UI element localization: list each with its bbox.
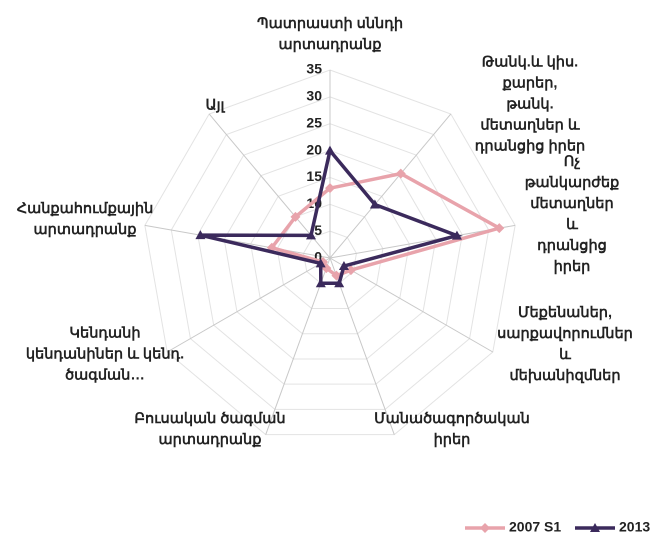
- marker: [369, 199, 380, 209]
- marker: [315, 278, 326, 288]
- marker: [306, 230, 317, 240]
- category-label: Մեքենաներ, սարքավորումներ և մեխանիզմներ: [497, 305, 633, 384]
- category-label: Հանքահումքային արտադրանք: [16, 201, 154, 238]
- series-line: [199, 146, 463, 285]
- grid-ring: [250, 176, 410, 335]
- spoke: [265, 257, 331, 435]
- category-label: Թանկ.և կիս. քարեր, թանկ. մետաղներ և դրան…: [474, 54, 586, 155]
- category-label: Մանածագործական իրեր: [374, 411, 530, 448]
- tick-label: 0: [314, 249, 322, 265]
- marker: [315, 258, 326, 268]
- grid-ring: [223, 150, 437, 360]
- marker: [334, 278, 345, 288]
- legend-marker: [480, 523, 490, 533]
- category-label: Կենդանի կենդանիներ և կենդ. ծագման…: [25, 325, 185, 384]
- marker: [195, 230, 206, 240]
- marker: [395, 168, 406, 179]
- marker: [325, 183, 335, 194]
- legend-label: 2007 S1: [509, 519, 561, 535]
- tick-label: 15: [306, 168, 322, 184]
- marker: [494, 223, 505, 234]
- marker: [451, 230, 462, 240]
- series-line: [268, 171, 504, 278]
- category-label: Ոչ թանկարժեք մետաղներ և դրանցից իրեր: [524, 154, 620, 275]
- category-label: Բուսական ծագման արտադրանք: [134, 411, 286, 448]
- tick-label: 20: [306, 141, 322, 157]
- category-label: Այլ: [205, 97, 225, 114]
- marker: [345, 265, 356, 276]
- grid-ring: [144, 69, 516, 436]
- tick-label: 25: [306, 114, 322, 130]
- category-label: Պատրաստի սննդի արտադրանք: [256, 16, 404, 53]
- spoke: [329, 257, 494, 353]
- grid-ring: [276, 203, 384, 309]
- tick-label: 35: [306, 61, 322, 77]
- spoke: [329, 113, 452, 259]
- marker: [290, 211, 301, 222]
- spoke: [166, 257, 331, 353]
- spoke: [329, 257, 395, 435]
- grid-ring: [170, 96, 490, 410]
- marker: [325, 145, 335, 155]
- spoke: [144, 224, 331, 259]
- tick-label: 5: [314, 222, 322, 238]
- legend-label: 2013: [619, 519, 650, 535]
- legend-marker: [590, 523, 600, 532]
- marker: [338, 261, 349, 271]
- tick-label: 30: [306, 88, 322, 104]
